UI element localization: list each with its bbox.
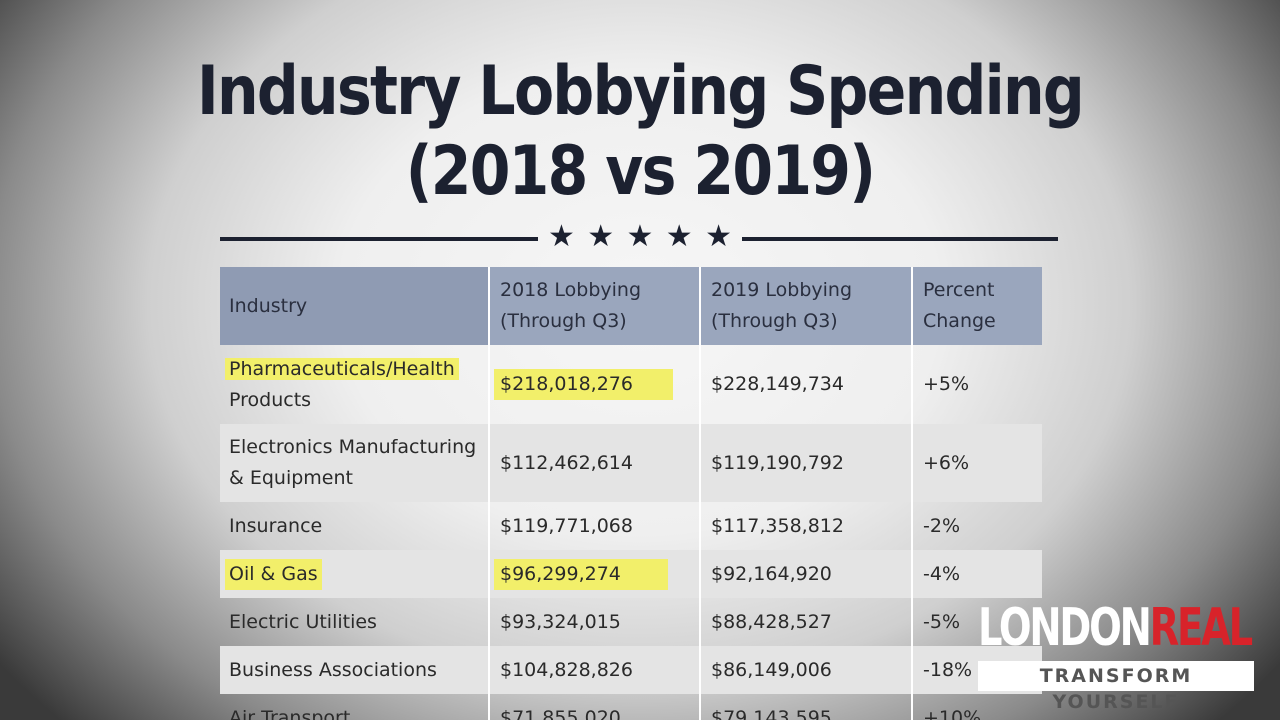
industry-name-line-2: & Equipment — [229, 467, 353, 489]
header-2019-line-2: (Through Q3) — [711, 310, 838, 332]
title-line-2: (2018 vs 2019) — [405, 132, 876, 211]
header-industry-label: Industry — [229, 294, 308, 317]
header-2018-line-1: 2018 Lobbying — [500, 279, 642, 301]
cell-industry: Electric Utilities — [220, 598, 490, 646]
value-2019: $88,428,527 — [711, 610, 832, 633]
lobbying-table: Industry 2018 Lobbying (Through Q3) 2019… — [220, 267, 1042, 720]
table-row: Pharmaceuticals/Health Products $218,018… — [220, 345, 1042, 424]
value-percent: -4% — [923, 562, 960, 585]
cell-2019: $92,164,920 — [701, 550, 913, 598]
logo-london-text: LONDON — [978, 598, 1152, 658]
value-percent: -5% — [923, 610, 960, 633]
cell-2018: $119,771,068 — [490, 502, 701, 550]
divider-stars: ★ ★ ★ ★ ★ — [548, 218, 732, 256]
cell-industry: Electronics Manufacturing & Equipment — [220, 424, 490, 502]
industry-name-line-1: Pharmaceuticals/Health — [225, 357, 459, 380]
header-2018: 2018 Lobbying (Through Q3) — [490, 267, 701, 345]
cell-2018: $96,299,274 — [490, 550, 701, 598]
divider-rule-right — [742, 237, 1058, 241]
header-2018-line-2: (Through Q3) — [500, 310, 627, 332]
industry-name-line-2: Products — [229, 388, 312, 411]
value-2018: $93,324,015 — [500, 610, 621, 633]
industry-name-line-1: Electronics Manufacturing — [229, 436, 477, 458]
star-icon: ★ — [587, 219, 615, 254]
cell-2019: $88,428,527 — [701, 598, 913, 646]
header-percent-line-1: Percent — [923, 279, 995, 301]
value-2019: $117,358,812 — [711, 514, 844, 537]
cell-percent: -5% — [913, 598, 1042, 646]
star-icon: ★ — [626, 219, 654, 254]
table-row: Electric Utilities $93,324,015 $88,428,5… — [220, 598, 1042, 646]
star-icon: ★ — [665, 219, 693, 254]
header-percent-line-2: Change — [923, 310, 996, 332]
star-icon: ★ — [548, 219, 575, 254]
cell-percent: +5% — [913, 345, 1042, 424]
cell-2019: $117,358,812 — [701, 502, 913, 550]
cell-2019: $86,149,006 — [701, 646, 913, 694]
table-row: Air Transport $71,855,020 $79,143,595 +1… — [220, 694, 1042, 720]
title-line-1: Industry Lobbying Spending — [196, 52, 1085, 131]
divider-rule-left — [220, 237, 538, 241]
table-header-row: Industry 2018 Lobbying (Through Q3) 2019… — [220, 267, 1042, 345]
industry-name-line-1: Insurance — [229, 514, 323, 537]
logo-real-text: REAL — [1149, 598, 1254, 658]
page-title: Industry Lobbying Spending (2018 vs 2019… — [90, 52, 1191, 212]
cell-2018: $104,828,826 — [490, 646, 701, 694]
table-row: Insurance $119,771,068 $117,358,812 -2% — [220, 502, 1042, 550]
cell-2018: $218,018,276 — [490, 345, 701, 424]
logo-tagline: TRANSFORM YOURSELF — [978, 661, 1254, 713]
value-2019: $119,190,792 — [711, 451, 844, 474]
cell-industry: Oil & Gas — [220, 550, 490, 598]
value-2018: $218,018,276 — [494, 369, 673, 400]
header-2019-line-1: 2019 Lobbying — [711, 279, 853, 301]
industry-name-line-1: Oil & Gas — [225, 558, 322, 590]
value-2019: $86,149,006 — [711, 658, 832, 681]
header-2019: 2019 Lobbying (Through Q3) — [701, 267, 913, 345]
cell-2018: $71,855,020 — [490, 694, 701, 720]
cell-industry: Pharmaceuticals/Health Products — [220, 345, 490, 424]
value-2018: $119,771,068 — [500, 514, 633, 537]
industry-name-line-1: Air Transport — [229, 706, 351, 720]
value-2018: $104,828,826 — [500, 658, 633, 681]
header-industry: Industry — [220, 267, 490, 345]
cell-industry: Insurance — [220, 502, 490, 550]
table-row: Business Associations $104,828,826 $86,1… — [220, 646, 1042, 694]
value-2019: $92,164,920 — [711, 562, 832, 585]
industry-name-line-1: Electric Utilities — [229, 610, 377, 633]
value-percent: -2% — [923, 514, 960, 537]
value-2018: $112,462,614 — [500, 451, 633, 474]
cell-2019: $228,149,734 — [701, 345, 913, 424]
cell-2018: $112,462,614 — [490, 424, 701, 502]
cell-industry: Business Associations — [220, 646, 490, 694]
value-percent: +5% — [923, 373, 970, 395]
value-2018: $71,855,020 — [500, 706, 621, 720]
value-percent: +10% — [923, 706, 982, 720]
london-real-logo: LONDONREAL TRANSFORM YOURSELF — [978, 598, 1254, 713]
cell-percent: -4% — [913, 550, 1042, 598]
cell-2018: $93,324,015 — [490, 598, 701, 646]
value-percent: +6% — [923, 451, 970, 474]
industry-name-line-1: Business Associations — [229, 658, 437, 681]
value-2019: $228,149,734 — [711, 373, 844, 395]
cell-percent: -2% — [913, 502, 1042, 550]
value-2019: $79,143,595 — [711, 706, 832, 720]
star-icon: ★ — [705, 219, 732, 254]
table-row: Electronics Manufacturing & Equipment $1… — [220, 424, 1042, 502]
logo-wordmark: LONDONREAL — [978, 598, 1253, 658]
cell-industry: Air Transport — [220, 694, 490, 720]
cell-2019: $79,143,595 — [701, 694, 913, 720]
value-2018: $96,299,274 — [494, 558, 668, 590]
value-percent: -18% — [923, 658, 973, 681]
cell-2019: $119,190,792 — [701, 424, 913, 502]
cell-percent: +10% — [913, 694, 1042, 720]
table-row: Oil & Gas $96,299,274 $92,164,920 -4% — [220, 550, 1042, 598]
header-percent-change: Percent Change — [913, 267, 1042, 345]
cell-percent: +6% — [913, 424, 1042, 502]
